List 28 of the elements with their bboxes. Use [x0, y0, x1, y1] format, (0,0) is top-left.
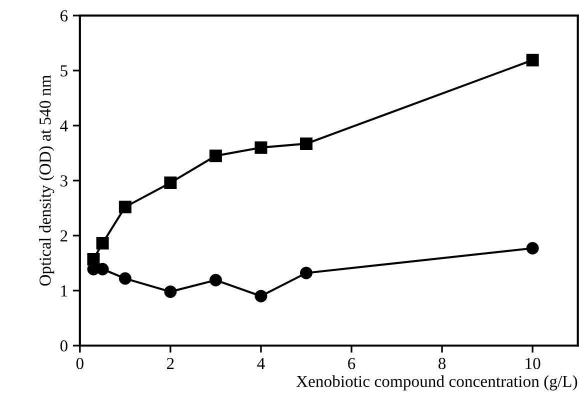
y-tick-label: 0: [60, 340, 68, 352]
point: [164, 176, 177, 190]
point: [209, 274, 222, 286]
x-tick-label: 6: [348, 358, 356, 370]
y-axis-title: Optical density (OD) at 540 nm: [39, 75, 54, 286]
x-tick-label: 4: [257, 358, 265, 369]
x-tick-label: 2: [167, 358, 174, 369]
x-tick-label: 0: [76, 358, 84, 370]
x-axis-title: Xenobiotic compound concentration (g/L): [296, 375, 578, 390]
y-tick-label: 1: [61, 285, 68, 296]
point: [96, 237, 109, 250]
point: [300, 137, 312, 150]
point: [164, 285, 177, 298]
point: [300, 266, 312, 280]
y-tick-label: 3: [60, 175, 68, 187]
point: [254, 290, 268, 302]
point: [209, 150, 222, 162]
point: [526, 242, 539, 254]
point: [526, 54, 539, 66]
point: [118, 200, 132, 214]
y-tick-label: 6: [60, 10, 68, 22]
x-tick-label: 8: [438, 358, 446, 370]
y-tick-label: 2: [60, 230, 68, 242]
point: [254, 141, 268, 154]
point: [118, 272, 132, 285]
x-tick-label: 10: [526, 358, 540, 370]
y-tick-label: 5: [60, 65, 68, 76]
y-tick-label: 4: [60, 120, 68, 132]
